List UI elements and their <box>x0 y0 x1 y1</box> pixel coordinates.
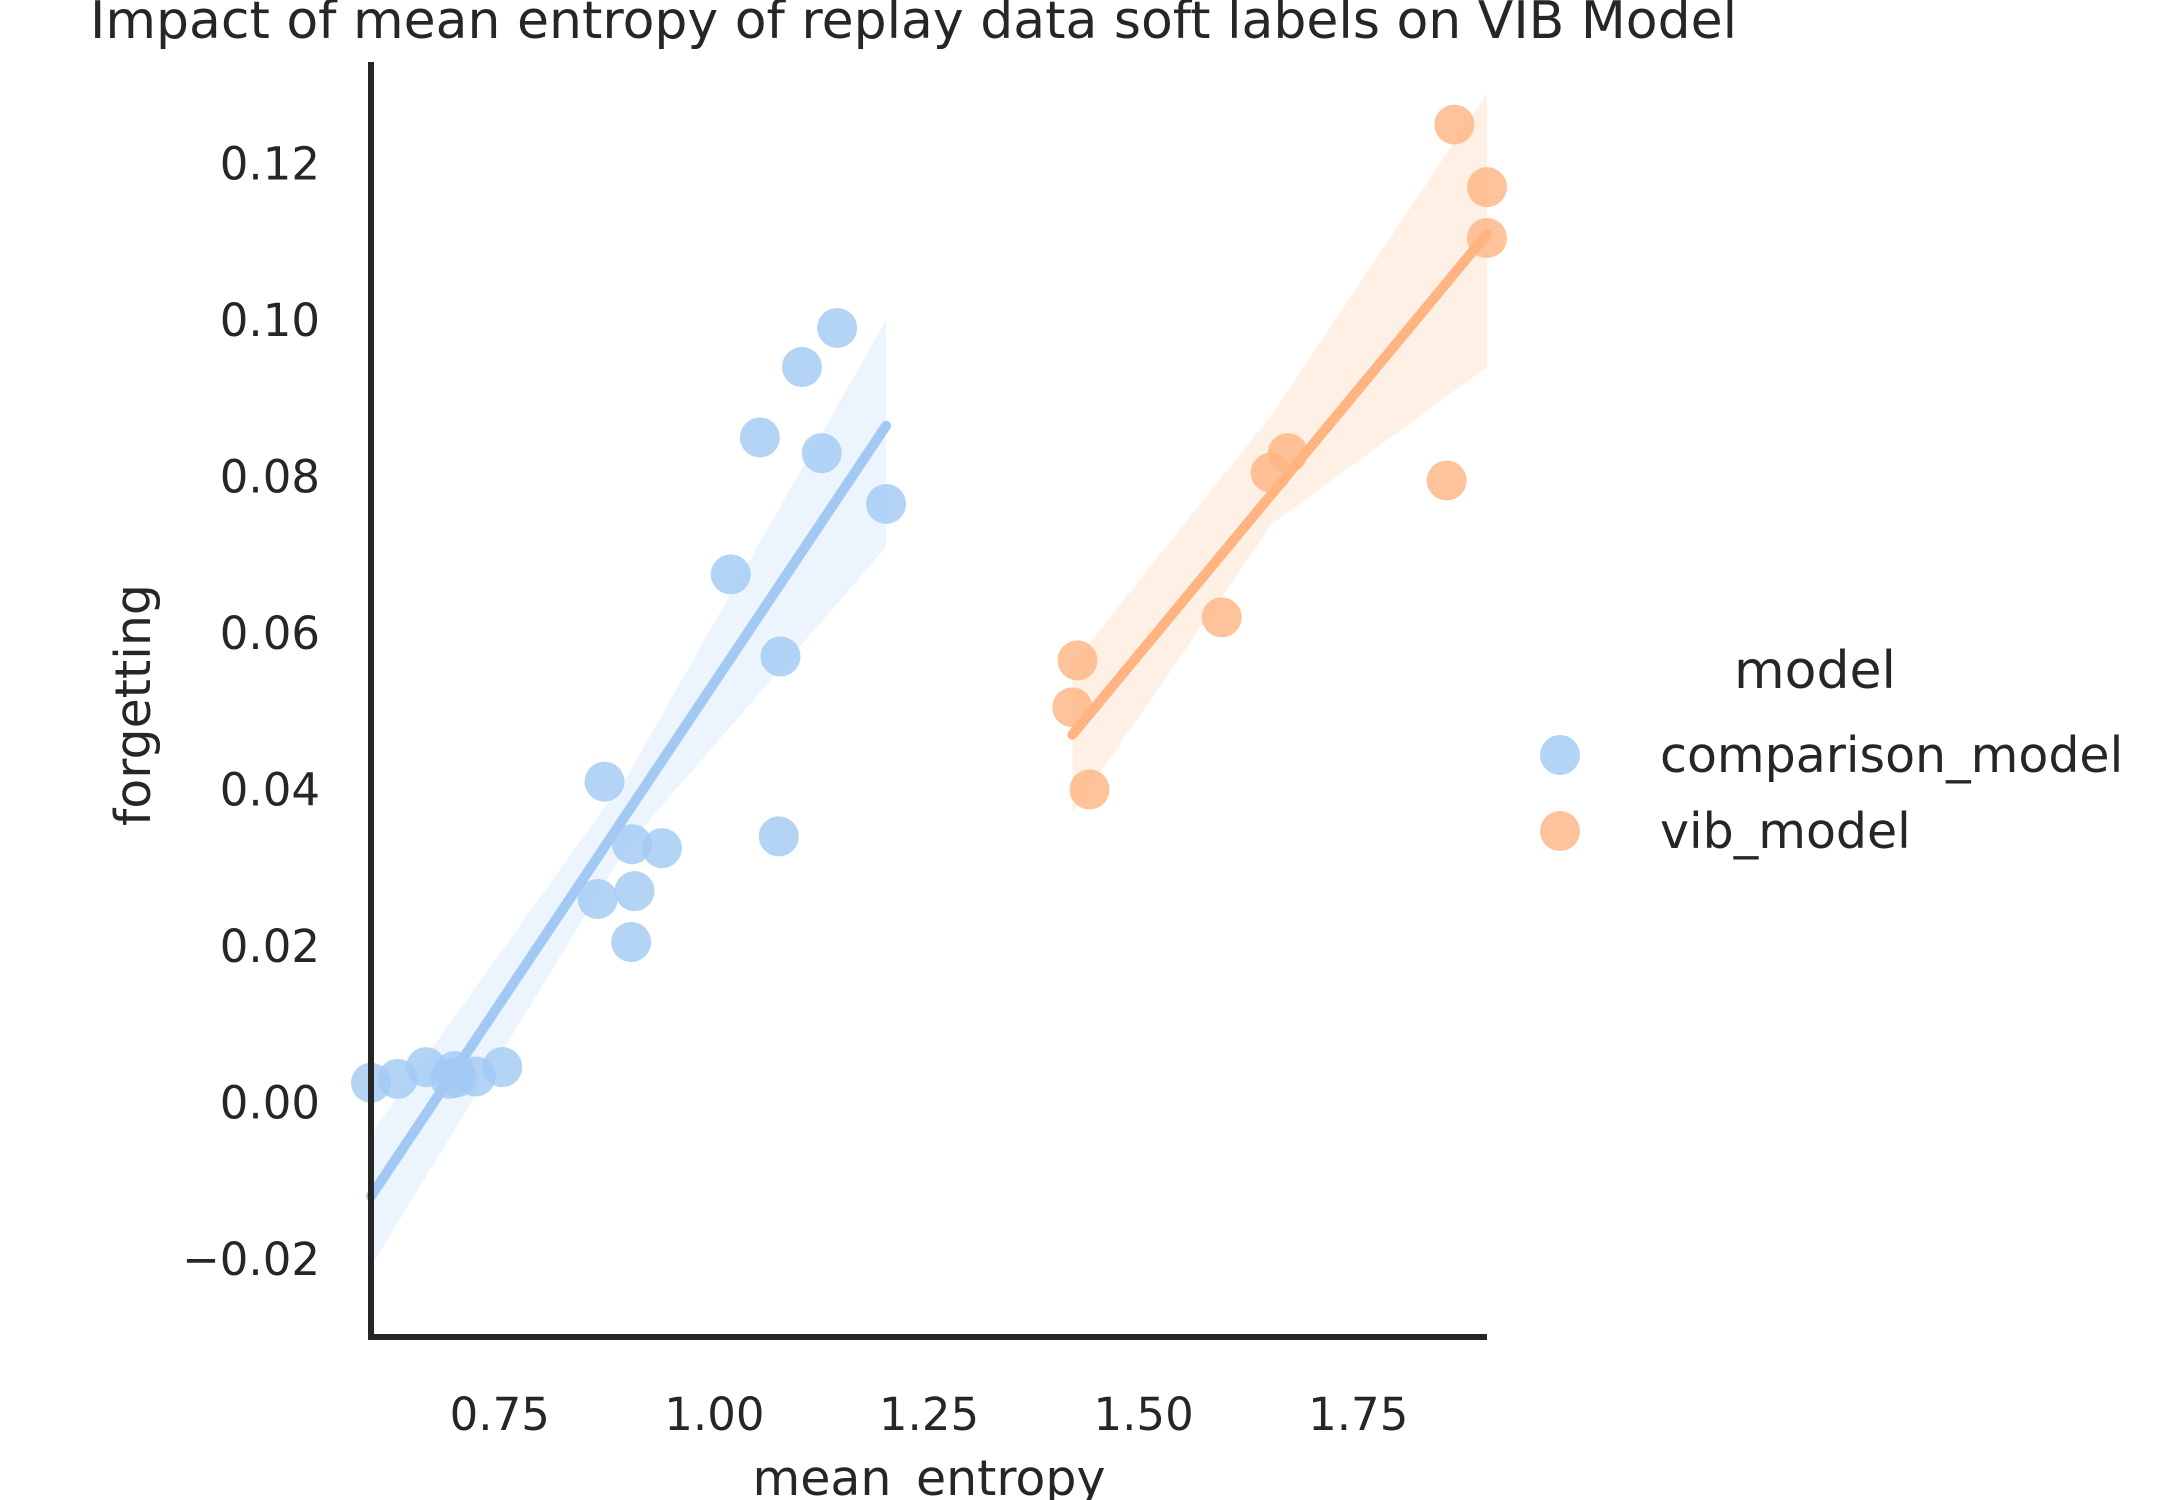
y-tick-label: 0.06 <box>220 607 320 660</box>
point-vib_model-8 <box>1467 167 1507 208</box>
x-tick-label: 0.75 <box>450 1388 550 1441</box>
legend-marker-comparison_model <box>1540 735 1580 775</box>
point-comparison_model-20 <box>817 307 858 348</box>
point-comparison_model-18 <box>781 347 822 388</box>
point-vib_model-1 <box>1057 640 1098 681</box>
x-axis-ticks: 0.75 1.00 1.25 1.50 1.75 <box>450 1388 1409 1441</box>
point-comparison_model-9 <box>577 878 618 919</box>
y-tick-label: 0.00 <box>220 1076 320 1129</box>
y-tick-label: 0.02 <box>220 920 320 973</box>
confidence-bands <box>371 93 1487 1267</box>
y-tick-label: 0.08 <box>220 451 320 504</box>
point-comparison_model-12 <box>611 921 652 962</box>
x-tick-label: 1.25 <box>879 1388 979 1441</box>
point-comparison_model-11 <box>614 871 655 912</box>
point-comparison_model-8 <box>584 761 625 802</box>
point-comparison_model-7 <box>482 1047 523 1088</box>
y-tick-label: 0.12 <box>220 138 320 191</box>
point-comparison_model-16 <box>760 636 801 677</box>
x-tick-label: 1.50 <box>1094 1388 1194 1441</box>
chart-title: Impact of mean entropy of replay data so… <box>90 0 1737 51</box>
x-tick-label: 1.75 <box>1308 1388 1408 1441</box>
point-comparison_model-15 <box>739 417 780 458</box>
y-tick-label: 0.10 <box>220 294 320 347</box>
point-comparison_model-13 <box>642 828 683 869</box>
point-vib_model-9 <box>1467 217 1507 258</box>
point-vib_model-5 <box>1267 433 1308 474</box>
legend-label-comparison_model: comparison_model <box>1660 727 2123 784</box>
point-comparison_model-10 <box>611 824 652 865</box>
point-vib_model-0 <box>1052 687 1093 728</box>
point-vib_model-6 <box>1426 460 1467 501</box>
y-tick-label: −0.02 <box>182 1233 320 1286</box>
legend: model comparison_model vib_model <box>1540 641 2123 860</box>
ci-band-comparison_model <box>371 320 887 1267</box>
legend-entries: comparison_model vib_model <box>1540 727 2123 860</box>
legend-label-vib_model: vib_model <box>1660 803 1911 860</box>
legend-title: model <box>1734 641 1896 701</box>
point-comparison_model-17 <box>758 816 799 857</box>
point-comparison_model-19 <box>801 433 842 474</box>
y-axis-ticks: −0.02 0.00 0.02 0.04 0.06 0.08 0.10 0.12 <box>182 138 320 1286</box>
point-vib_model-3 <box>1201 597 1242 638</box>
y-axis-label: forgetting <box>105 584 162 826</box>
scatter-points <box>351 104 1507 1103</box>
point-vib_model-7 <box>1434 104 1475 145</box>
x-axis-label: mean_entropy <box>752 1450 1105 1500</box>
legend-marker-vib_model <box>1540 811 1580 851</box>
point-comparison_model-21 <box>866 483 907 524</box>
point-vib_model-2 <box>1069 769 1110 810</box>
point-comparison_model-14 <box>710 554 751 595</box>
y-tick-label: 0.04 <box>220 763 320 816</box>
plot-area <box>351 93 1507 1267</box>
x-tick-label: 1.00 <box>664 1388 764 1441</box>
